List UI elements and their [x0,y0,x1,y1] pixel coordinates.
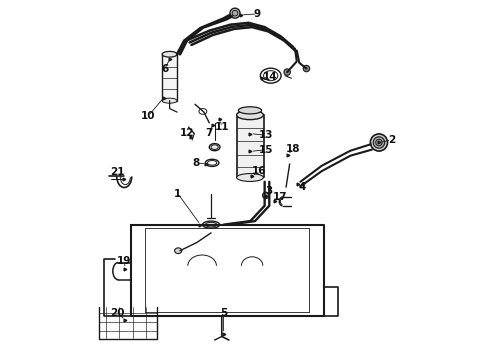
Text: 10: 10 [141,111,156,121]
Text: 6: 6 [161,64,168,74]
Text: 18: 18 [286,144,300,154]
Ellipse shape [237,111,264,120]
Text: 11: 11 [215,122,229,132]
Circle shape [373,137,385,148]
Text: 9: 9 [254,9,261,19]
Text: 20: 20 [110,308,124,318]
Ellipse shape [239,107,262,114]
Circle shape [370,134,388,151]
Text: 7: 7 [205,128,212,138]
Circle shape [284,69,291,75]
Circle shape [230,8,240,18]
Text: 17: 17 [273,192,287,202]
Bar [237,115,264,177]
Text: 4: 4 [298,182,306,192]
Circle shape [303,65,310,72]
Ellipse shape [202,221,220,228]
Text: 16: 16 [251,166,266,176]
Text: 19: 19 [117,256,131,266]
Ellipse shape [237,174,264,181]
Text: 12: 12 [180,128,195,138]
Text: 2: 2 [388,135,395,145]
Ellipse shape [162,51,177,57]
Text: 5: 5 [220,308,227,318]
Text: 13: 13 [259,130,274,140]
Text: 15: 15 [259,145,274,155]
Ellipse shape [162,98,177,103]
Circle shape [232,10,238,16]
Text: 3: 3 [266,186,273,197]
Ellipse shape [174,248,182,253]
Text: 14: 14 [263,72,277,82]
Circle shape [263,192,269,199]
Text: 8: 8 [192,158,199,168]
Bar [162,54,177,101]
Text: 21: 21 [110,167,124,177]
Text: 1: 1 [174,189,181,199]
Ellipse shape [209,144,220,151]
